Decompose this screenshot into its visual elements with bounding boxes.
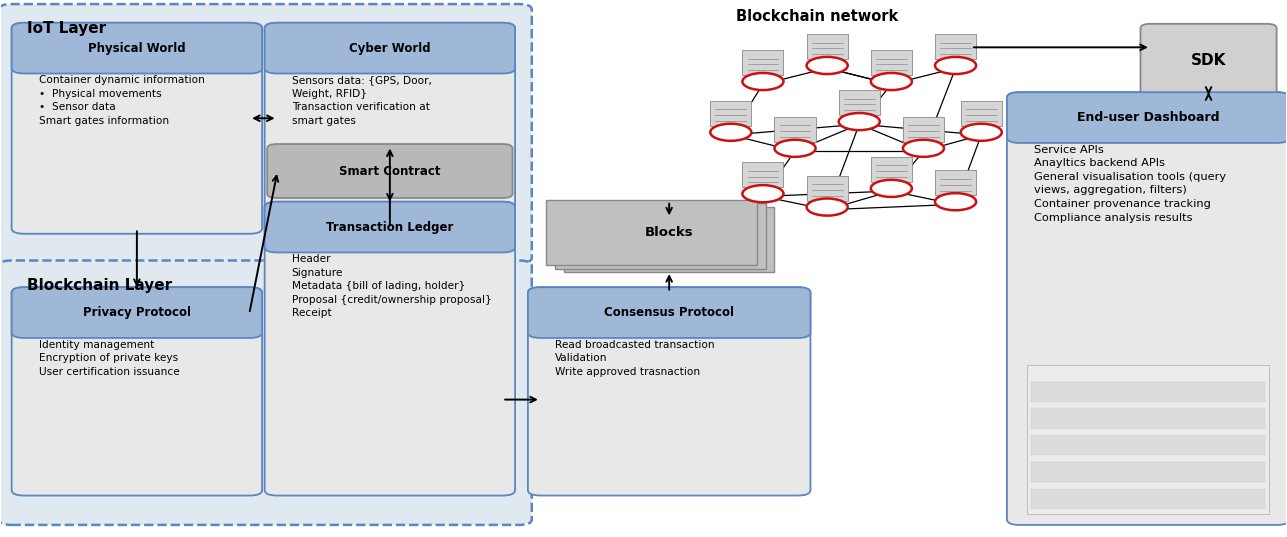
Text: IoT Layer: IoT Layer	[27, 21, 107, 36]
FancyBboxPatch shape	[871, 50, 912, 75]
FancyBboxPatch shape	[555, 204, 766, 268]
Circle shape	[807, 57, 848, 74]
FancyBboxPatch shape	[265, 202, 515, 252]
FancyBboxPatch shape	[1031, 435, 1265, 455]
FancyBboxPatch shape	[839, 90, 880, 115]
Text: Physical World: Physical World	[88, 42, 185, 55]
FancyBboxPatch shape	[936, 34, 976, 59]
Text: Header
Signature
Metadata {bill of lading, holder}
Proposal {credit/ownership pr: Header Signature Metadata {bill of ladin…	[292, 254, 492, 318]
FancyBboxPatch shape	[1006, 92, 1287, 525]
FancyBboxPatch shape	[743, 50, 784, 75]
FancyBboxPatch shape	[564, 207, 775, 272]
Circle shape	[775, 140, 816, 157]
FancyBboxPatch shape	[265, 202, 515, 496]
Circle shape	[743, 185, 784, 202]
Circle shape	[743, 73, 784, 90]
Circle shape	[710, 124, 752, 141]
FancyBboxPatch shape	[871, 157, 912, 182]
Text: Privacy Protocol: Privacy Protocol	[82, 306, 190, 319]
FancyBboxPatch shape	[1027, 365, 1269, 514]
FancyBboxPatch shape	[12, 23, 263, 74]
FancyBboxPatch shape	[960, 101, 1001, 126]
Text: Blocks: Blocks	[645, 226, 694, 239]
FancyBboxPatch shape	[12, 287, 263, 338]
FancyBboxPatch shape	[936, 170, 976, 195]
Text: End-user Dashboard: End-user Dashboard	[1077, 111, 1220, 124]
FancyBboxPatch shape	[775, 117, 816, 142]
FancyBboxPatch shape	[807, 176, 848, 201]
Circle shape	[936, 193, 976, 211]
FancyBboxPatch shape	[265, 23, 515, 234]
Circle shape	[839, 113, 880, 130]
FancyBboxPatch shape	[546, 200, 757, 265]
Text: Service APIs
Anayltics backend APIs
General visualisation tools (query
views, ag: Service APIs Anayltics backend APIs Gene…	[1033, 144, 1227, 222]
Text: Cyber World: Cyber World	[349, 42, 431, 55]
FancyBboxPatch shape	[12, 287, 263, 496]
FancyBboxPatch shape	[12, 23, 263, 234]
Text: Read broadcasted transaction
Validation
Write approved trasnaction: Read broadcasted transaction Validation …	[555, 339, 714, 377]
FancyBboxPatch shape	[710, 101, 752, 126]
Text: Container dynamic information
•  Physical movements
•  Sensor data
Smart gates i: Container dynamic information • Physical…	[39, 75, 205, 126]
Text: Transaction Ledger: Transaction Ledger	[326, 221, 453, 234]
Circle shape	[903, 140, 943, 157]
FancyBboxPatch shape	[1006, 92, 1287, 143]
Text: SDK: SDK	[1190, 53, 1227, 68]
Text: Smart Contract: Smart Contract	[338, 164, 440, 178]
Circle shape	[871, 73, 912, 90]
FancyBboxPatch shape	[0, 4, 532, 263]
FancyBboxPatch shape	[1031, 409, 1265, 429]
FancyBboxPatch shape	[528, 287, 811, 338]
FancyBboxPatch shape	[528, 287, 811, 496]
Text: Blockchain Layer: Blockchain Layer	[27, 278, 172, 293]
FancyBboxPatch shape	[265, 23, 515, 74]
FancyBboxPatch shape	[1031, 462, 1265, 482]
Circle shape	[960, 124, 1001, 141]
FancyBboxPatch shape	[1031, 489, 1265, 509]
Text: Blockchain network: Blockchain network	[736, 10, 898, 24]
Text: Sensors data: {GPS, Door,
Weight, RFID}
Transaction verification at
smart gates: Sensors data: {GPS, Door, Weight, RFID} …	[292, 75, 431, 126]
FancyBboxPatch shape	[1140, 24, 1277, 97]
FancyBboxPatch shape	[268, 144, 512, 198]
Circle shape	[936, 57, 976, 74]
FancyBboxPatch shape	[743, 162, 784, 187]
FancyBboxPatch shape	[1031, 382, 1265, 402]
Text: Identity management
Encryption of private keys
User certification issuance: Identity management Encryption of privat…	[39, 339, 179, 377]
Circle shape	[807, 199, 848, 216]
FancyBboxPatch shape	[807, 34, 848, 59]
Text: Consensus Protocol: Consensus Protocol	[604, 306, 734, 319]
FancyBboxPatch shape	[0, 260, 532, 525]
FancyBboxPatch shape	[903, 117, 943, 142]
Circle shape	[871, 180, 912, 197]
